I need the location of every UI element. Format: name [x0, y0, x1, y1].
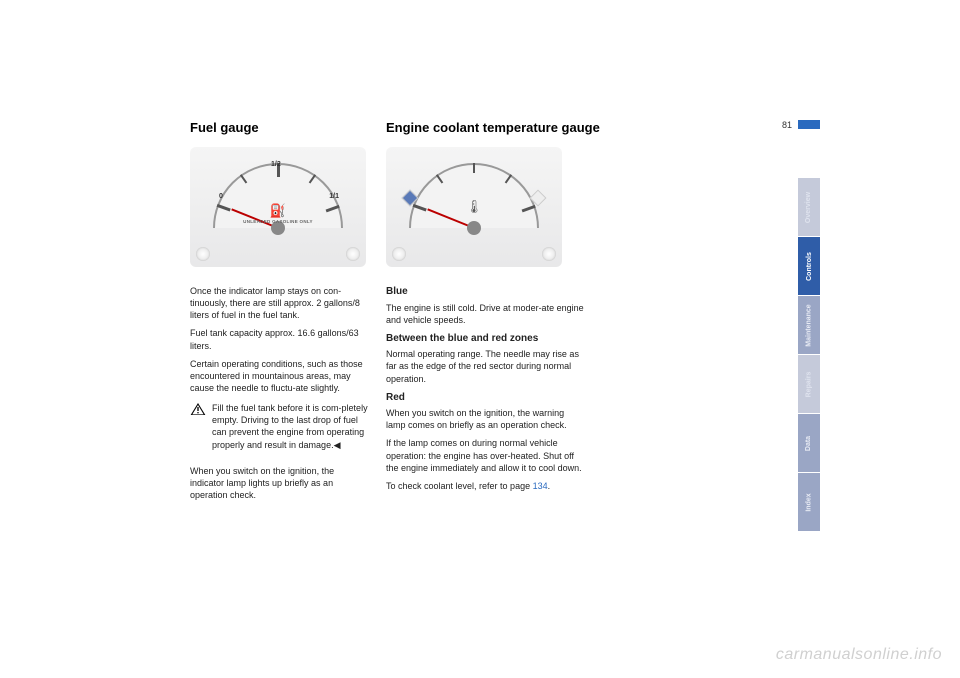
gasoline-label: UNLEADED GASOLINE ONLY [213, 219, 343, 224]
page-number: 81 [782, 120, 792, 130]
tab-label: Index [805, 493, 812, 511]
tab-controls[interactable]: Controls [798, 237, 820, 295]
tab-data[interactable]: Data [798, 414, 820, 472]
tab-maintenance[interactable]: Maintenance [798, 296, 820, 354]
page-number-bar [798, 120, 820, 129]
tick-zero: 0 [219, 193, 223, 200]
tab-index[interactable]: Index [798, 473, 820, 531]
fuel-p3: Certain operating conditions, such as th… [190, 358, 370, 394]
tick-half: 1/2 [271, 161, 281, 168]
blue-p: The engine is still cold. Drive at moder… [386, 302, 586, 326]
temp-body: Blue The engine is still cold. Drive at … [386, 285, 586, 492]
warning-triangle-icon [190, 402, 206, 416]
red-p3: To check coolant level, refer to page 13… [386, 480, 586, 492]
temp-heading: Engine coolant temperature gauge [386, 120, 586, 135]
tab-overview[interactable]: Overview [798, 178, 820, 236]
page-reference-link[interactable]: 134 [533, 481, 548, 491]
tab-label: Overview [806, 191, 813, 222]
manual-page: 81 Fuel gauge 0 1/2 1/1 ⛽ [0, 0, 960, 678]
fuel-heading: Fuel gauge [190, 120, 370, 135]
thermometer-icon: 🌡 [459, 199, 489, 221]
between-heading: Between the blue and red zones [386, 332, 586, 346]
red-heading: Red [386, 391, 586, 405]
temp-column: Engine coolant temperature gauge 🌡 MW007… [386, 120, 586, 507]
fuel-warning-text: Fill the fuel tank before it is com-plet… [212, 402, 370, 451]
tab-label: Controls [806, 252, 813, 281]
fuel-column: Fuel gauge 0 1/2 1/1 ⛽ UNLEADED GASOLINE… [190, 120, 370, 507]
tab-label: Data [806, 435, 813, 450]
blue-heading: Blue [386, 285, 586, 299]
between-p: Normal operating range. The needle may r… [386, 348, 586, 384]
temp-gauge-image: 🌡 MW0076CMA [386, 147, 562, 267]
tab-label: Repairs [806, 371, 813, 397]
red-p1: When you switch on the ignition, the war… [386, 407, 586, 431]
side-tabs: Overview Controls Maintenance Repairs Data In… [798, 178, 820, 532]
fuel-body: Once the indicator lamp stays on con-tin… [190, 285, 370, 501]
fuel-p2: Fuel tank capacity approx. 16.6 gallons/… [190, 327, 370, 351]
fuel-p4: When you switch on the ignition, the ind… [190, 465, 370, 501]
tab-repairs[interactable]: Repairs [798, 355, 820, 413]
fuel-gauge-image: 0 1/2 1/1 ⛽ UNLEADED GASOLINE ONLY MW004… [190, 147, 366, 267]
fuel-p1: Once the indicator lamp stays on con-tin… [190, 285, 370, 321]
watermark: carmanualsonline.info [776, 646, 942, 664]
fuel-warning: Fill the fuel tank before it is com-plet… [190, 402, 370, 457]
tick-full: 1/1 [329, 193, 339, 200]
red-p2: If the lamp comes on during normal vehic… [386, 437, 586, 473]
tab-label: Maintenance [806, 304, 813, 346]
content-columns: Fuel gauge 0 1/2 1/1 ⛽ UNLEADED GASOLINE… [190, 120, 780, 507]
